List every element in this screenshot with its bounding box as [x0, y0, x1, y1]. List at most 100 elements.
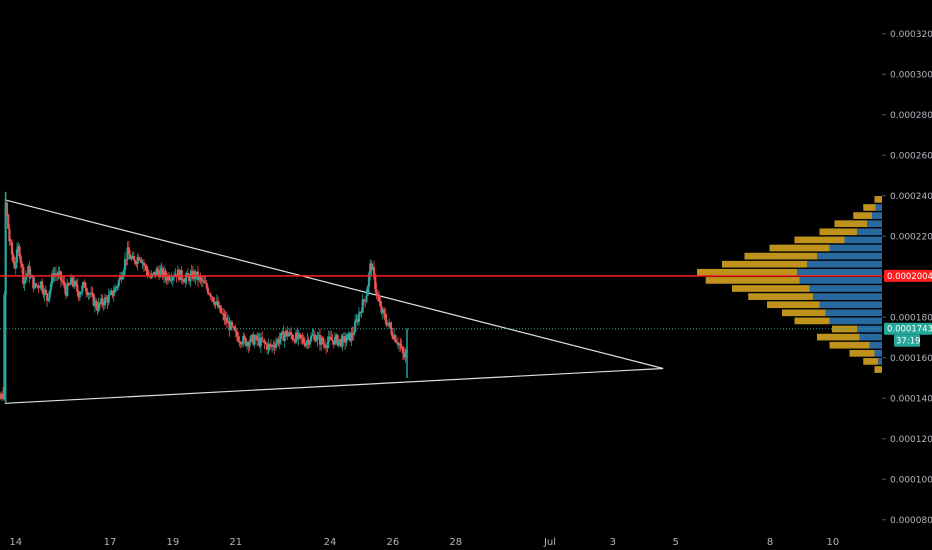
candle-body — [165, 276, 168, 281]
candle-body — [356, 319, 359, 322]
candle-body — [200, 278, 203, 282]
candle-body — [305, 342, 308, 346]
candle-body — [283, 334, 286, 342]
candle-body — [97, 302, 100, 311]
x-tick-label: 14 — [9, 537, 22, 548]
candle-body — [229, 321, 232, 330]
candle-body — [228, 321, 231, 330]
candle-body — [96, 307, 99, 311]
candle-body — [297, 333, 300, 339]
profile-row-up — [825, 309, 882, 317]
candle-body — [115, 287, 118, 289]
candle-body — [171, 276, 174, 281]
candle-body — [137, 256, 141, 261]
candle-body — [294, 332, 298, 343]
candle-body — [318, 335, 322, 345]
candle-body — [12, 254, 15, 262]
candle-body — [106, 298, 109, 303]
profile-row-down — [767, 301, 820, 309]
candle-body — [162, 270, 166, 278]
profile-row-down — [794, 317, 830, 325]
x-tick-label: 8 — [767, 537, 773, 548]
candle-body — [327, 336, 330, 343]
candle-body — [43, 289, 46, 295]
candle-body — [244, 338, 247, 346]
candle-body — [349, 332, 352, 342]
candle-body — [400, 346, 403, 348]
y-tick-label: 0.00012000 — [890, 435, 932, 445]
candle-body — [85, 287, 88, 292]
profile-row-up — [799, 277, 882, 284]
candle-body — [28, 266, 31, 278]
profile-row-up — [844, 236, 882, 244]
candle-body — [247, 342, 250, 347]
profile-row-up — [878, 358, 882, 365]
candle-body — [380, 306, 383, 313]
candle-body — [340, 338, 343, 347]
candle-body — [107, 294, 110, 303]
profile-row-down — [863, 204, 876, 211]
candle-body — [73, 281, 76, 287]
candle-body — [230, 321, 234, 327]
candle-body — [173, 276, 176, 278]
candle-body — [235, 331, 239, 337]
y-tick-label: 0.00028000 — [890, 111, 932, 121]
candle-body — [403, 353, 406, 358]
candle-body — [389, 322, 392, 328]
candle-body — [222, 313, 225, 315]
candle-body — [321, 337, 324, 343]
candle-body — [242, 335, 245, 344]
candle-body — [108, 292, 112, 295]
x-tick-label: 10 — [826, 537, 839, 548]
candle-body — [277, 339, 280, 344]
candle-body — [13, 261, 16, 269]
profile-row-down — [744, 252, 817, 260]
profile-row-down — [697, 268, 797, 276]
candle-body — [178, 269, 181, 281]
profile-row-up — [875, 204, 882, 211]
candle-body — [74, 281, 78, 285]
candle-body — [157, 271, 161, 278]
candle-body — [361, 299, 364, 313]
candle-body — [156, 268, 159, 272]
candle-body — [336, 335, 339, 346]
candle-body — [292, 339, 295, 340]
candle-body — [20, 263, 24, 267]
y-tick-label: 0.00010000 — [890, 475, 932, 485]
candle-body — [386, 323, 389, 326]
trendline-upper — [4, 199, 664, 370]
candle-body — [160, 268, 163, 271]
candle-body — [170, 279, 173, 281]
candle-body — [27, 266, 30, 274]
candle-body — [320, 337, 323, 345]
profile-row-up — [857, 325, 882, 333]
candle-body — [245, 342, 249, 346]
candle-body — [72, 282, 75, 287]
candle-body — [291, 335, 294, 340]
candle-body — [145, 265, 148, 271]
candle-body — [385, 320, 388, 326]
x-tick-label: 17 — [104, 537, 117, 548]
candle-body — [146, 270, 149, 276]
profile-row-down — [849, 349, 875, 357]
horizontal-level-tag-bg — [884, 269, 932, 282]
candle-body — [111, 290, 114, 296]
x-axis: 14 17 19 21 24 26 28 Jul 3 5 8 10 — [9, 537, 839, 548]
candle-body — [284, 330, 288, 335]
profile-row-down — [748, 293, 814, 300]
profile-row-up — [857, 228, 882, 236]
candle-body — [103, 297, 107, 306]
candle-body — [88, 293, 91, 295]
candle-body — [377, 295, 381, 302]
candle-body — [134, 260, 137, 264]
candle-body — [83, 282, 86, 288]
candle-body — [369, 263, 372, 274]
candle-body — [234, 330, 237, 332]
candle-body — [366, 286, 369, 296]
candle-body — [337, 340, 340, 346]
candle-body — [98, 302, 102, 304]
candle-body — [360, 311, 363, 313]
candle-body — [180, 269, 183, 280]
